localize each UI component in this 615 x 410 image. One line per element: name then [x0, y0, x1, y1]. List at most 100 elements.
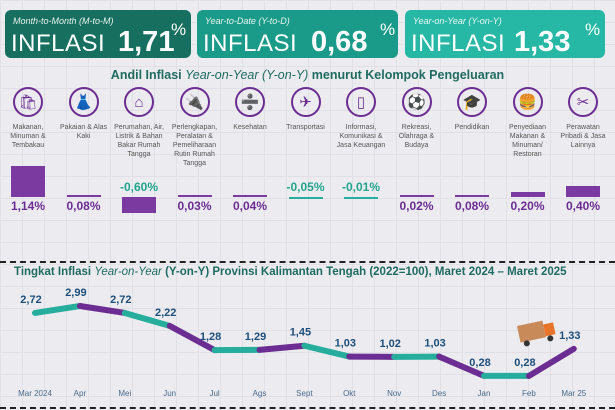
expenditure-group: ⚽ Rekreasi, Olahraga & Budaya	[389, 86, 445, 150]
airplane-icon: ✈	[290, 87, 321, 117]
data-label: 1,29	[245, 331, 266, 343]
smartphone-icon: ▯	[346, 87, 376, 117]
group-label: Pendidikan	[454, 124, 490, 131]
group-label: Perumahan, Air, Listrik & Bahan Bakar Ru…	[114, 124, 164, 158]
contribution-value: 0,02%	[399, 199, 434, 213]
card-subtitle: Month-to-Month (M-to-M)	[13, 16, 114, 26]
card-unit: %	[171, 20, 187, 39]
contribution-bar	[399, 195, 434, 197]
inflation-card: Month-to-Month (M-to-M) INFLASI 1,71 %	[5, 10, 191, 58]
data-label: 0,28	[514, 357, 535, 369]
chart-title: Tingkat Inflasi Year-on-Year (Y-on-Y) Pr…	[14, 266, 567, 278]
data-label: 2,72	[110, 294, 131, 306]
data-label: 2,72	[20, 294, 41, 306]
data-label: 1,28	[200, 331, 221, 343]
contribution-value: -0,01%	[341, 180, 381, 194]
house-icon: ⌂	[124, 87, 154, 117]
grocery-bag-icon: 🛍	[13, 87, 43, 117]
x-tick-label: Feb	[522, 389, 536, 398]
x-tick-label: Jan	[478, 389, 491, 398]
card-value: 0,68	[311, 26, 368, 58]
card-label: INFLASI	[203, 30, 298, 57]
line-segment	[256, 342, 308, 353]
scissors-comb-icon: ✂	[568, 87, 598, 117]
expenditure-group: 🎓 Pendidikan	[444, 86, 500, 132]
contribution-value: 1,14%	[10, 199, 46, 213]
x-tick-label: Des	[432, 389, 446, 398]
plug-icon: 🔌	[179, 87, 210, 117]
contribution-bar	[510, 191, 545, 197]
x-tick-label: Mar 25	[561, 389, 586, 398]
card-subtitle: Year-to-Date (Y-to-D)	[205, 16, 290, 26]
data-label: 1,45	[290, 327, 311, 339]
line-segment	[32, 303, 83, 316]
fast-food-icon: 🍔	[512, 87, 543, 117]
expenditure-group: ⌂ Perumahan, Air, Listrik & Bahan Bakar …	[111, 86, 167, 159]
contribution-value: 0,04%	[232, 199, 268, 213]
x-tick-label: Apr	[74, 389, 87, 398]
group-label: Pakaian & Alas Kaki	[59, 124, 108, 140]
group-label: Penyediaan Makanan & Minuman/ Restoran	[509, 124, 546, 158]
contribution-bar	[66, 194, 101, 197]
contribution-bar	[344, 197, 378, 199]
contribution-bar	[122, 197, 156, 214]
expenditure-group: 🍔 Penyediaan Makanan & Minuman/ Restoran	[500, 86, 556, 159]
contribution-value: 0,20%	[510, 199, 545, 213]
expenditure-group: ✈ Transportasi	[278, 86, 334, 132]
card-unit: %	[585, 20, 601, 39]
x-tick-label: Ags	[253, 389, 267, 398]
data-label: 1,03	[335, 338, 356, 350]
inflation-card: Year-to-Date (Y-to-D) INFLASI 0,68 %	[197, 10, 398, 58]
expenditure-group: 👗 Pakaian & Alas Kaki	[56, 86, 112, 141]
x-tick-label: Mar 2024	[18, 389, 52, 398]
line-segment	[525, 345, 577, 379]
divider	[0, 261, 615, 263]
expenditure-group: ➗ Kesehatan	[222, 86, 278, 132]
medical-kit-icon: ➗	[235, 87, 265, 117]
andil-title: Andil Inflasi Year-on-Year (Y-on-Y) menu…	[110, 68, 505, 82]
card-value: 1,33	[514, 26, 571, 58]
data-label: 0,28	[469, 357, 490, 369]
x-tick-label: Sept	[296, 389, 313, 398]
group-label: Informasi, Komunikasi & Jasa Keuangan	[336, 124, 386, 149]
card-label: INFLASI	[11, 30, 106, 57]
contribution-bar	[233, 195, 267, 197]
data-label: 1,02	[379, 338, 400, 350]
expenditure-group: 🔌 Perlengkapan, Peralatan & Pemeliharaan…	[167, 86, 223, 168]
data-label: 2,22	[155, 307, 176, 319]
expenditure-group: 🛍 Makanan, Minuman & Tembakau	[0, 86, 56, 150]
x-tick-label: Nov	[387, 389, 401, 398]
card-label: INFLASI	[411, 30, 506, 57]
line-segment	[121, 309, 173, 329]
line-segment	[436, 353, 487, 379]
contribution-value: 0,08%	[454, 199, 490, 213]
card-subtitle: Year-on-Year (Y-on-Y)	[413, 16, 502, 26]
contribution-value: 0,08%	[66, 199, 101, 213]
group-label: Makanan, Minuman & Tembakau	[10, 124, 46, 149]
card-unit: %	[380, 20, 396, 39]
contribution-bar	[566, 186, 600, 197]
line-segment	[301, 342, 353, 360]
x-tick-label: Jul	[209, 389, 219, 398]
football-player-icon: ⚽	[401, 87, 432, 117]
contribution-value: -0,05%	[286, 180, 325, 194]
x-tick-label: Mei	[118, 389, 131, 398]
x-tick-label: Okt	[343, 389, 356, 398]
x-tick-label: Jun	[163, 389, 176, 398]
contribution-bar	[177, 195, 212, 197]
expenditure-group: ▯ Informasi, Komunikasi & Jasa Keuangan	[333, 86, 389, 150]
expenditure-group: ✂ Perawatan Pribadi & Jasa Lainnya	[555, 86, 611, 150]
contribution-bar	[288, 197, 323, 199]
group-label: Kesehatan	[233, 124, 267, 131]
graduation-cap-icon: 🎓	[457, 87, 487, 117]
data-label: 2,99	[65, 287, 86, 299]
contribution-value: 0,03%	[177, 199, 212, 213]
line-segment	[76, 303, 128, 316]
group-label: Rekreasi, Olahraga & Budaya	[398, 124, 435, 149]
line-segment	[166, 322, 218, 354]
data-label: 1,33	[559, 330, 580, 342]
contribution-bar	[11, 166, 45, 197]
inflation-card: Year-on-Year (Y-on-Y) INFLASI 1,33 %	[405, 10, 605, 58]
contribution-value: -0,60%	[119, 180, 159, 194]
